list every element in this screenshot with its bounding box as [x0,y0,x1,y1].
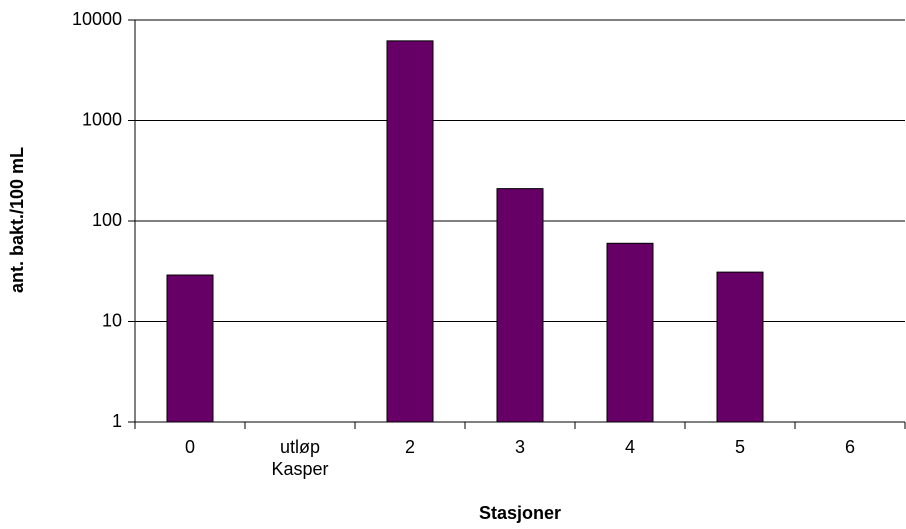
y-tick-label: 10 [102,310,122,330]
bar [606,242,654,423]
y-axis-title: ant. bakt./100 mL [7,147,27,293]
x-tick-label: utløp Kasper [271,437,328,479]
y-tick-label: 1 [112,411,122,431]
y-tick-label: 10000 [72,9,122,29]
bar [716,271,764,423]
y-tick-label: 1000 [82,109,122,129]
x-tick-label: 5 [735,437,745,457]
x-tick-label: 0 [185,437,195,457]
bar [386,40,434,423]
y-tick-label: 100 [92,210,122,230]
x-tick-label: 4 [625,437,635,457]
x-tick-label: 2 [405,437,415,457]
bar [496,188,544,423]
x-tick-label: 6 [845,437,855,457]
bar [166,274,214,423]
x-axis-title: Stasjoner [479,503,561,523]
x-tick-label: 3 [515,437,525,457]
